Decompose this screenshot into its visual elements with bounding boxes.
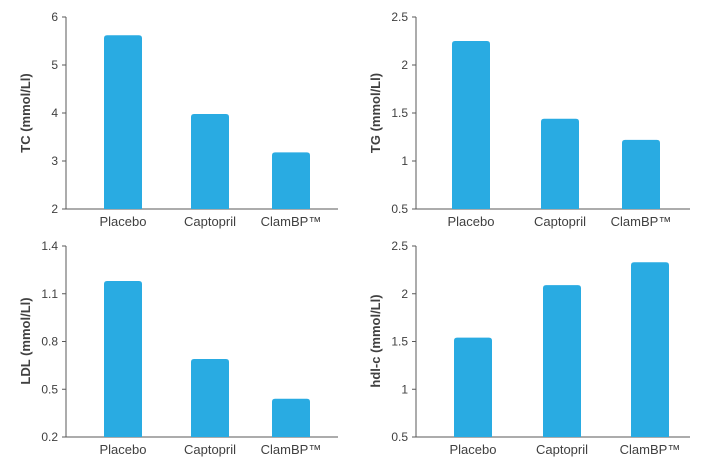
y-tick-label: 1.5 [391,335,408,349]
bar-placebo [104,35,142,209]
y-tick-label: 0.8 [41,335,58,349]
y-tick-label: 2.5 [391,10,408,24]
x-tick-label: ClamBP™ [261,442,322,457]
bar-clambp [631,262,669,437]
bar-placebo [452,41,490,209]
bar-placebo [454,337,492,437]
x-tick-label: ClamBP™ [620,442,681,457]
x-tick-label: Placebo [450,442,497,457]
y-axis-label: TC (mmol/Ll) [18,73,33,152]
y-tick-label: 1.4 [41,239,58,253]
bar-clambp [622,139,660,209]
bar-captopril [191,359,229,437]
y-tick-label: 2 [401,287,408,301]
y-tick-label: 1.5 [391,106,408,120]
x-tick-label: Captopril [536,442,588,457]
x-tick-label: Placebo [100,442,147,457]
y-tick-label: 2 [401,58,408,72]
y-tick-label: 1.1 [41,287,58,301]
x-tick-label: Placebo [100,214,147,229]
x-tick-label: ClamBP™ [611,214,672,229]
chart-1: 2 3 4 5 6 Placebo Captopril ClamBP™ TC (mmol/Ll) [18,10,338,229]
y-tick-label: 0.2 [41,430,58,444]
y-tick-label: 0.5 [391,430,408,444]
chart-3: 0.2 0.5 0.8 1.1 1.4 Placebo Captopril ClamBP™ LD… [18,239,338,457]
y-tick-label: 0.5 [41,382,58,396]
bar-captopril [191,113,229,209]
x-tick-label: Captopril [184,214,236,229]
y-tick-label: 0.5 [391,202,408,216]
bar-placebo [104,281,142,437]
chart-2: 0.5 1 1.5 2 2.5 Placebo Captopril ClamBP™ TG (mm… [368,10,690,229]
bar-clambp [272,398,310,437]
x-tick-label: Captopril [184,442,236,457]
y-tick-label: 6 [51,10,58,24]
y-tick-label: 5 [51,58,58,72]
y-axis-label: TG (mmol/Ll) [368,73,383,153]
y-tick-label: 1 [401,154,408,168]
bar-captopril [541,118,579,209]
chart-4: 0.5 1 1.5 2 2.5 Placebo Captopril ClamBP™ hdl-c … [368,239,690,457]
y-tick-label: 2.5 [391,239,408,253]
x-tick-label: Captopril [534,214,586,229]
y-tick-label: 4 [51,106,58,120]
x-tick-label: ClamBP™ [261,214,322,229]
y-axis-label: LDL (mmol/Ll) [18,297,33,384]
x-tick-label: Placebo [448,214,495,229]
y-tick-label: 3 [51,154,58,168]
y-tick-label: 1 [401,382,408,396]
y-tick-label: 2 [51,202,58,216]
bar-clambp [272,152,310,209]
y-axis-label: hdl-c (mmol/Ll) [368,294,383,387]
bar-captopril [543,285,581,437]
